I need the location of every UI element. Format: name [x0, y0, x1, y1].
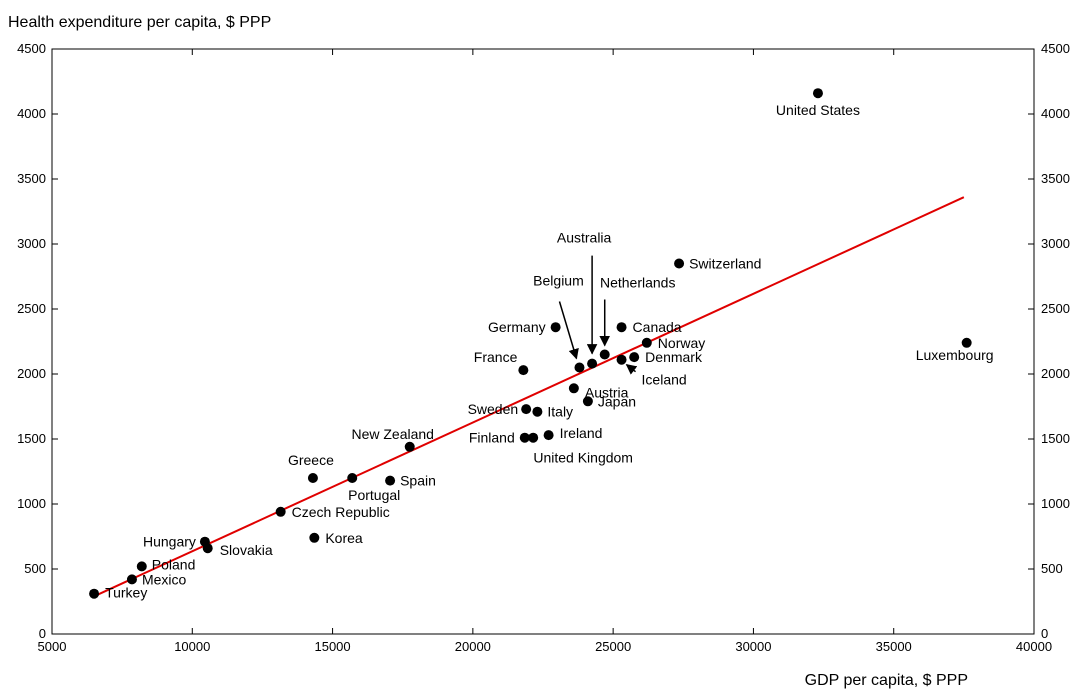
x-tick-label: 5000	[38, 639, 67, 654]
data-point	[587, 358, 598, 369]
data-point-label: Germany	[488, 319, 546, 335]
data-point-label: Mexico	[142, 571, 187, 587]
data-point	[961, 337, 972, 348]
y-tick-label: 2500	[17, 301, 46, 316]
data-point	[550, 322, 561, 333]
data-point-label: Canada	[633, 319, 682, 335]
x-tick-label: 40000	[1016, 639, 1052, 654]
data-point-label: France	[474, 349, 518, 365]
y-tick-label-right: 2000	[1041, 366, 1070, 381]
data-point	[568, 383, 579, 394]
x-axis-title: GDP per capita, $ PPP	[805, 672, 968, 689]
plot-frame	[51, 48, 1035, 635]
x-tick-label: 25000	[595, 639, 631, 654]
leader-arrow	[558, 301, 579, 360]
data-point	[616, 322, 627, 333]
data-point-label: Netherlands	[600, 275, 676, 291]
data-point	[136, 561, 147, 572]
point-labels-layer: United States Luxembourg Switzerland Austra…	[105, 102, 993, 601]
data-point-label: United Kingdom	[533, 450, 633, 466]
y-tick-label-right: 3500	[1041, 171, 1070, 186]
y-tick-label: 500	[24, 561, 46, 576]
data-point	[582, 396, 593, 407]
data-point-label: United States	[776, 102, 860, 118]
data-point-label: Hungary	[143, 534, 196, 550]
data-point	[519, 432, 530, 443]
arrows-layer	[558, 255, 638, 375]
y-tick-label-right: 1000	[1041, 496, 1070, 511]
data-point-label: Spain	[400, 473, 436, 489]
data-point	[126, 574, 137, 585]
data-point	[202, 543, 213, 554]
data-point	[307, 473, 318, 483]
data-point-label: Portugal	[348, 487, 400, 503]
data-point	[521, 404, 532, 415]
y-tick-label-right: 1500	[1041, 431, 1070, 446]
x-tick-label: 30000	[735, 639, 771, 654]
data-point	[89, 588, 100, 599]
data-point-label: Greece	[288, 452, 334, 468]
data-point	[528, 432, 539, 443]
axes-layer: 5000 10000 15000 20000 25000 30000 35000 400000…	[17, 41, 1070, 654]
data-point	[674, 258, 685, 269]
data-point	[616, 354, 627, 365]
y-tick-label: 2000	[17, 366, 46, 381]
data-point	[347, 473, 358, 483]
x-tick-label: 10000	[174, 639, 210, 654]
data-point	[275, 506, 286, 517]
data-point	[309, 532, 320, 543]
y-tick-label: 3000	[17, 236, 46, 251]
x-tick-label: 20000	[455, 639, 491, 654]
y-tick-label: 1000	[17, 496, 46, 511]
data-point-label: Poland	[152, 556, 196, 572]
data-point	[385, 475, 396, 486]
y-tick-label: 4500	[17, 41, 46, 56]
data-point-label: Korea	[325, 530, 363, 546]
data-point-label: Japan	[598, 393, 636, 409]
data-point	[629, 352, 640, 363]
x-tick-label: 35000	[876, 639, 912, 654]
data-point-label: Ireland	[560, 425, 603, 441]
data-point	[543, 430, 554, 441]
data-point	[599, 349, 610, 360]
data-point-label: New Zealand	[351, 426, 434, 442]
trendline	[93, 196, 965, 598]
data-point	[404, 441, 415, 452]
data-point	[518, 365, 529, 376]
data-point-label: Norway	[658, 335, 705, 351]
data-point-label: Switzerland	[689, 256, 761, 272]
data-point-label: Czech Republic	[292, 504, 390, 520]
data-point-label: Finland	[469, 430, 515, 446]
leader-arrow	[625, 364, 638, 375]
trendline-layer	[93, 196, 965, 598]
y-tick-label: 4000	[17, 106, 46, 121]
y-tick-label-right: 2500	[1041, 301, 1070, 316]
y-tick-label: 1500	[17, 431, 46, 446]
data-point	[812, 88, 823, 99]
y-tick-label: 3500	[17, 171, 46, 186]
x-tick-label: 15000	[314, 639, 350, 654]
data-point-label: Australia	[557, 230, 612, 246]
data-point-label: Belgium	[533, 273, 584, 289]
data-point	[532, 406, 543, 417]
y-tick-label: 0	[39, 626, 46, 641]
y-tick-label-right: 4500	[1041, 41, 1070, 56]
data-point-label: Turkey	[105, 585, 147, 601]
points-layer	[89, 88, 972, 599]
data-point-label: Iceland	[642, 372, 687, 388]
data-point-label: Slovakia	[220, 542, 273, 558]
y-tick-label-right: 4000	[1041, 106, 1070, 121]
data-point	[574, 362, 585, 373]
y-tick-label-right: 0	[1041, 626, 1048, 641]
y-tick-label-right: 3000	[1041, 236, 1070, 251]
y-axis-title: Health expenditure per capita, $ PPP	[8, 14, 271, 31]
data-point-label: Austria	[585, 384, 629, 400]
data-point-label: Luxembourg	[916, 347, 994, 363]
data-point-label: Italy	[547, 404, 573, 420]
y-tick-label-right: 500	[1041, 561, 1063, 576]
data-point-label: Denmark	[645, 349, 703, 365]
data-point	[641, 337, 652, 348]
data-point-label: Sweden	[468, 401, 519, 417]
